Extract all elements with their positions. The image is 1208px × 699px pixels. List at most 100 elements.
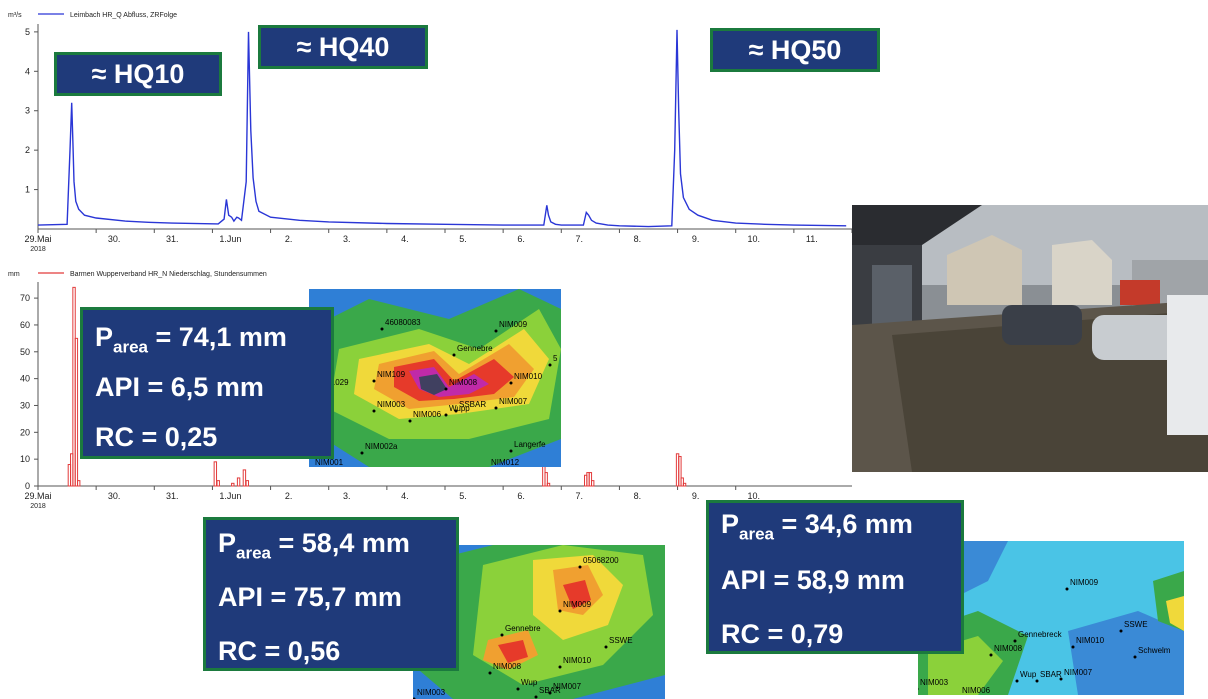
discharge-y-tick-label: 1 xyxy=(25,185,30,195)
event-1-rc: RC = 0,25 xyxy=(95,422,218,452)
precipitation-y-tick-label: 70 xyxy=(20,293,30,303)
precipitation-x-tick-label: 1.Jun xyxy=(219,491,241,501)
precipitation-legend-label: Barmen Wupperverband HR_N Niederschlag, … xyxy=(70,271,267,278)
radar-map-event-1: 46080083 NIM009 NIM109 .029 NIM008 NIM010 NIM0… xyxy=(309,289,561,467)
radar-station-label: NIM006 xyxy=(413,410,442,419)
discharge-legend-label: Leimbach HR_Q Abfluss, ZRFolge xyxy=(70,12,177,19)
radar-station-marker xyxy=(372,379,376,383)
precipitation-bar xyxy=(216,480,220,487)
radar-station-label: Wupp xyxy=(449,404,470,413)
radar-station-label: NIM010 xyxy=(1076,636,1105,645)
radar-station-label: NIM007 xyxy=(499,397,528,406)
discharge-x-tick-label: 7. xyxy=(576,234,584,244)
precipitation-x-tick-label: 30. xyxy=(108,491,121,501)
discharge-x-tick-label: 4. xyxy=(401,234,409,244)
radar-station-label: 46080083 xyxy=(385,318,421,327)
radar-station-marker xyxy=(1035,679,1039,683)
radar-station-label: NIM012 xyxy=(491,458,520,467)
radar-station-label: NIM109 xyxy=(377,370,406,379)
radar-station-label: SBAR xyxy=(539,686,561,695)
radar-station-label: Gennebreck xyxy=(1018,630,1063,639)
radar-station-marker xyxy=(604,645,608,649)
discharge-x-tick-label: 2. xyxy=(285,234,293,244)
discharge-y-tick-label: 3 xyxy=(25,106,30,116)
precipitation-bar xyxy=(682,482,687,487)
radar-station-label: NIM008 xyxy=(449,378,478,387)
event-3-api: API = 58,9 mm xyxy=(721,565,905,595)
discharge-x-tick-label: 29.Mai xyxy=(24,234,51,244)
radar-station-marker xyxy=(578,565,582,569)
radar-station-label: 05068200 xyxy=(583,556,619,565)
radar-station-label: SBAR xyxy=(1040,670,1062,679)
radar-station-label: NIM010 xyxy=(514,372,543,381)
radar-station-label: NIM010 xyxy=(563,656,592,665)
radar-station-marker xyxy=(488,671,492,675)
radar-station-marker xyxy=(558,609,562,613)
precipitation-chart: mm Barmen Wupperverband HR_N Niederschla… xyxy=(8,271,852,510)
radar-station-marker xyxy=(444,413,448,417)
radar-station-label: Wup xyxy=(521,678,538,687)
radar-station-label: Gennebre xyxy=(457,344,493,353)
discharge-x-tick-year: 2018 xyxy=(30,246,46,253)
discharge-series-line xyxy=(37,29,847,228)
hq40-label: ≈ HQ40 xyxy=(258,25,428,69)
precipitation-bar xyxy=(242,469,247,487)
radar-station-marker xyxy=(918,687,919,691)
radar-station-marker xyxy=(408,419,412,423)
radar-station-marker xyxy=(1065,587,1069,591)
radar-station-marker xyxy=(360,451,364,455)
radar-station-marker xyxy=(548,363,552,367)
discharge-x-tick-label: 30. xyxy=(108,234,121,244)
radar-station-label: SSBAR xyxy=(459,400,486,409)
radar-station-label: NIM003 xyxy=(377,400,406,409)
precipitation-bar xyxy=(213,461,218,487)
precipitation-bar xyxy=(231,482,235,487)
radar-station-marker xyxy=(1119,629,1123,633)
precipitation-bar xyxy=(245,480,250,487)
precipitation-bar xyxy=(590,480,595,487)
precipitation-y-tick-label: 0 xyxy=(25,481,30,491)
precipitation-x-tick-label: 7. xyxy=(576,491,584,501)
precipitation-x-tick-label: 31. xyxy=(166,491,179,501)
discharge-x-tick-label: 11. xyxy=(806,234,818,244)
precipitation-y-tick-label: 10 xyxy=(20,454,30,464)
radar-station-marker xyxy=(516,687,520,691)
radar-station-marker xyxy=(534,695,538,699)
hq10-label: ≈ HQ10 xyxy=(54,52,222,96)
radar-station-label: Langerfe xyxy=(514,440,546,449)
radar-station-marker xyxy=(1071,645,1075,649)
event-2-stats: Parea = 58,4 mm API = 75,7 mm RC = 0,56 xyxy=(203,517,459,671)
radar-station-marker xyxy=(494,406,498,410)
radar-station-marker xyxy=(548,691,552,695)
precipitation-x-tick-label: 4. xyxy=(401,491,409,501)
event-2-rc: RC = 0,56 xyxy=(218,636,341,666)
radar-station-label: NIM009 xyxy=(499,320,528,329)
precipitation-bar xyxy=(74,337,79,487)
radar-station-marker xyxy=(509,381,513,385)
precipitation-x-tick-label: 8. xyxy=(634,491,642,501)
radar-station-label: NIM003 xyxy=(920,678,949,687)
event-3-stats: Parea = 34,6 mm API = 58,9 mm RC = 0,79 xyxy=(706,500,964,654)
discharge-x-tick-label: 8. xyxy=(634,234,642,244)
flooded-street-photo xyxy=(852,205,1208,472)
radar-station-marker xyxy=(494,329,498,333)
discharge-x-tick-label: 3. xyxy=(343,234,351,244)
radar-station-marker xyxy=(372,409,376,413)
discharge-y-tick-label: 5 xyxy=(25,27,30,37)
radar-station-label: Gennebre xyxy=(505,624,541,633)
radar-station-label: SSWE xyxy=(1124,620,1148,629)
radar-station-label: NIM002a xyxy=(365,442,398,451)
precipitation-y-tick-label: 20 xyxy=(20,427,30,437)
radar-station-marker xyxy=(1059,677,1063,681)
event-1-api: API = 6,5 mm xyxy=(95,372,264,402)
radar-station-label: NIM009 xyxy=(1070,578,1099,587)
radar-station-marker xyxy=(1013,639,1017,643)
precipitation-y-tick-label: 40 xyxy=(20,374,30,384)
radar-station-marker xyxy=(380,327,384,331)
precipitation-x-tick-label: 5. xyxy=(459,491,467,501)
radar-station-label: NIM003 xyxy=(417,688,446,697)
event-2-api: API = 75,7 mm xyxy=(218,582,402,612)
discharge-chart: m³/s Leimbach HR_Q Abfluss, ZRFolge 1 2 3 4… xyxy=(8,12,876,253)
discharge-x-tick-label: 5. xyxy=(459,234,467,244)
precipitation-y-tick-label: 30 xyxy=(20,400,30,410)
